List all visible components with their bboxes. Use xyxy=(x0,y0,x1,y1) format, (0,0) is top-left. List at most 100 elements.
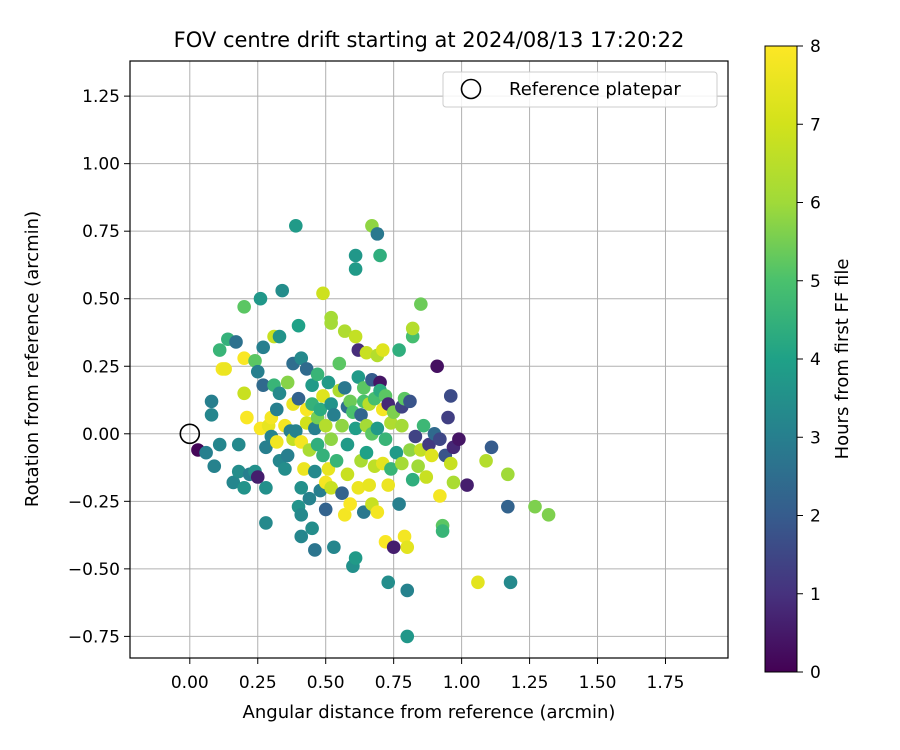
scatter-point xyxy=(299,362,314,376)
scatter-point xyxy=(414,297,428,311)
scatter-point xyxy=(359,345,374,360)
scatter-point xyxy=(443,389,458,403)
scatter-point xyxy=(310,437,325,452)
legend: Reference platepar xyxy=(442,71,718,108)
scatter-point xyxy=(435,524,450,538)
scatter-point xyxy=(226,475,241,490)
y-axis-ticks: −0.75 −0.50 −0.25 0.00 0.25 0.50 0.75 1.00 1.25 xyxy=(68,87,130,647)
scatter-point xyxy=(411,459,425,474)
scatter-point xyxy=(337,324,352,338)
scatter-point xyxy=(256,378,270,392)
y-tick-label: 0.00 xyxy=(82,425,120,445)
scatter-point xyxy=(324,481,338,495)
scatter-point xyxy=(389,445,404,460)
colorbar-tick-label: 5 xyxy=(810,272,821,292)
scatter-point xyxy=(305,378,319,392)
scatter-point xyxy=(348,329,363,344)
scatter-point xyxy=(269,435,284,449)
scatter-point xyxy=(479,454,493,468)
x-tick-label: 1.50 xyxy=(579,673,617,693)
scatter-point xyxy=(329,454,344,468)
scatter-point xyxy=(289,218,303,233)
scatter-point xyxy=(348,421,363,436)
scatter-point xyxy=(316,286,330,301)
scatter-point xyxy=(305,521,319,536)
scatter-point xyxy=(324,432,338,446)
scatter-point xyxy=(351,481,366,495)
scatter-point xyxy=(501,499,515,514)
scatter-point xyxy=(384,416,398,430)
y-tick-label: 0.50 xyxy=(82,290,120,310)
y-tick-label: −0.50 xyxy=(68,560,120,580)
scatter-point xyxy=(528,499,542,514)
scatter-point xyxy=(443,456,458,471)
scatter-point xyxy=(378,432,393,446)
scatter-point xyxy=(460,478,474,492)
scatter-point xyxy=(259,516,273,530)
scatter-point xyxy=(313,402,328,417)
scatter-point xyxy=(332,356,347,371)
scatter-point xyxy=(400,629,415,644)
scatter-point xyxy=(340,437,355,452)
scatter-point xyxy=(373,248,387,263)
colorbar-tick-label: 1 xyxy=(810,585,821,605)
scatter-point xyxy=(452,432,466,446)
x-tick-label: 1.75 xyxy=(647,673,685,693)
colorbar: 0 1 2 3 4 5 6 7 8 Hours from first FF file xyxy=(764,37,853,683)
scatter-point xyxy=(419,470,434,484)
scatter-point xyxy=(275,283,290,298)
scatter-point xyxy=(237,481,251,495)
scatter-point xyxy=(272,329,287,344)
colorbar-tick-label: 8 xyxy=(810,37,821,57)
scatter-point xyxy=(294,529,309,544)
scatter-point xyxy=(212,437,227,452)
scatter-point xyxy=(381,575,396,590)
scatter-point xyxy=(308,464,322,479)
scatter-point xyxy=(386,540,401,555)
scatter-point xyxy=(400,540,415,555)
scatter-point xyxy=(294,351,309,365)
legend-entry-reference-platepar: Reference platepar xyxy=(509,79,681,100)
colorbar-tick-label: 0 xyxy=(810,663,821,683)
scatter-point xyxy=(321,375,336,390)
scatter-point xyxy=(503,575,518,590)
scatter-point xyxy=(471,575,485,590)
scatter-point xyxy=(340,467,355,482)
scatter-point xyxy=(337,508,352,522)
scatter-point xyxy=(218,362,232,376)
scatter-point xyxy=(327,540,341,555)
scatter-point xyxy=(335,418,349,433)
y-tick-label: −0.75 xyxy=(68,627,120,647)
scatter-point xyxy=(250,364,265,379)
scatter-point xyxy=(272,386,287,401)
colorbar-gradient xyxy=(764,45,798,673)
scatter-point xyxy=(308,421,322,436)
x-axis-ticks: 0.00 0.25 0.50 0.75 1.00 1.25 1.50 1.75 xyxy=(171,658,685,693)
scatter-point xyxy=(370,227,385,241)
colorbar-tick-label: 7 xyxy=(810,115,821,135)
scatter-point xyxy=(310,367,325,382)
scatter-point xyxy=(403,394,417,409)
scatter-point xyxy=(348,248,363,263)
scatter-point xyxy=(237,351,251,365)
scatter-point xyxy=(484,440,499,455)
colorbar-tick-label: 3 xyxy=(810,428,821,448)
y-tick-label: −0.25 xyxy=(68,492,120,512)
colorbar-tick-label: 6 xyxy=(810,194,821,214)
x-tick-label: 1.25 xyxy=(511,673,549,693)
y-tick-label: 1.25 xyxy=(82,87,120,107)
scatter-point xyxy=(403,443,417,457)
scatter-point xyxy=(405,472,420,487)
legend-marker-icon xyxy=(460,78,482,100)
scatter-point xyxy=(335,486,349,501)
scatter-point xyxy=(359,445,374,460)
scatter-point xyxy=(253,291,268,306)
scatter-point xyxy=(278,462,292,476)
scatter-point xyxy=(370,505,385,519)
x-tick-label: 1.00 xyxy=(443,673,481,693)
scatter-point xyxy=(204,408,219,422)
colorbar-tick-label: 4 xyxy=(810,350,821,370)
scatter-point xyxy=(405,321,420,336)
scatter-point xyxy=(354,408,368,422)
